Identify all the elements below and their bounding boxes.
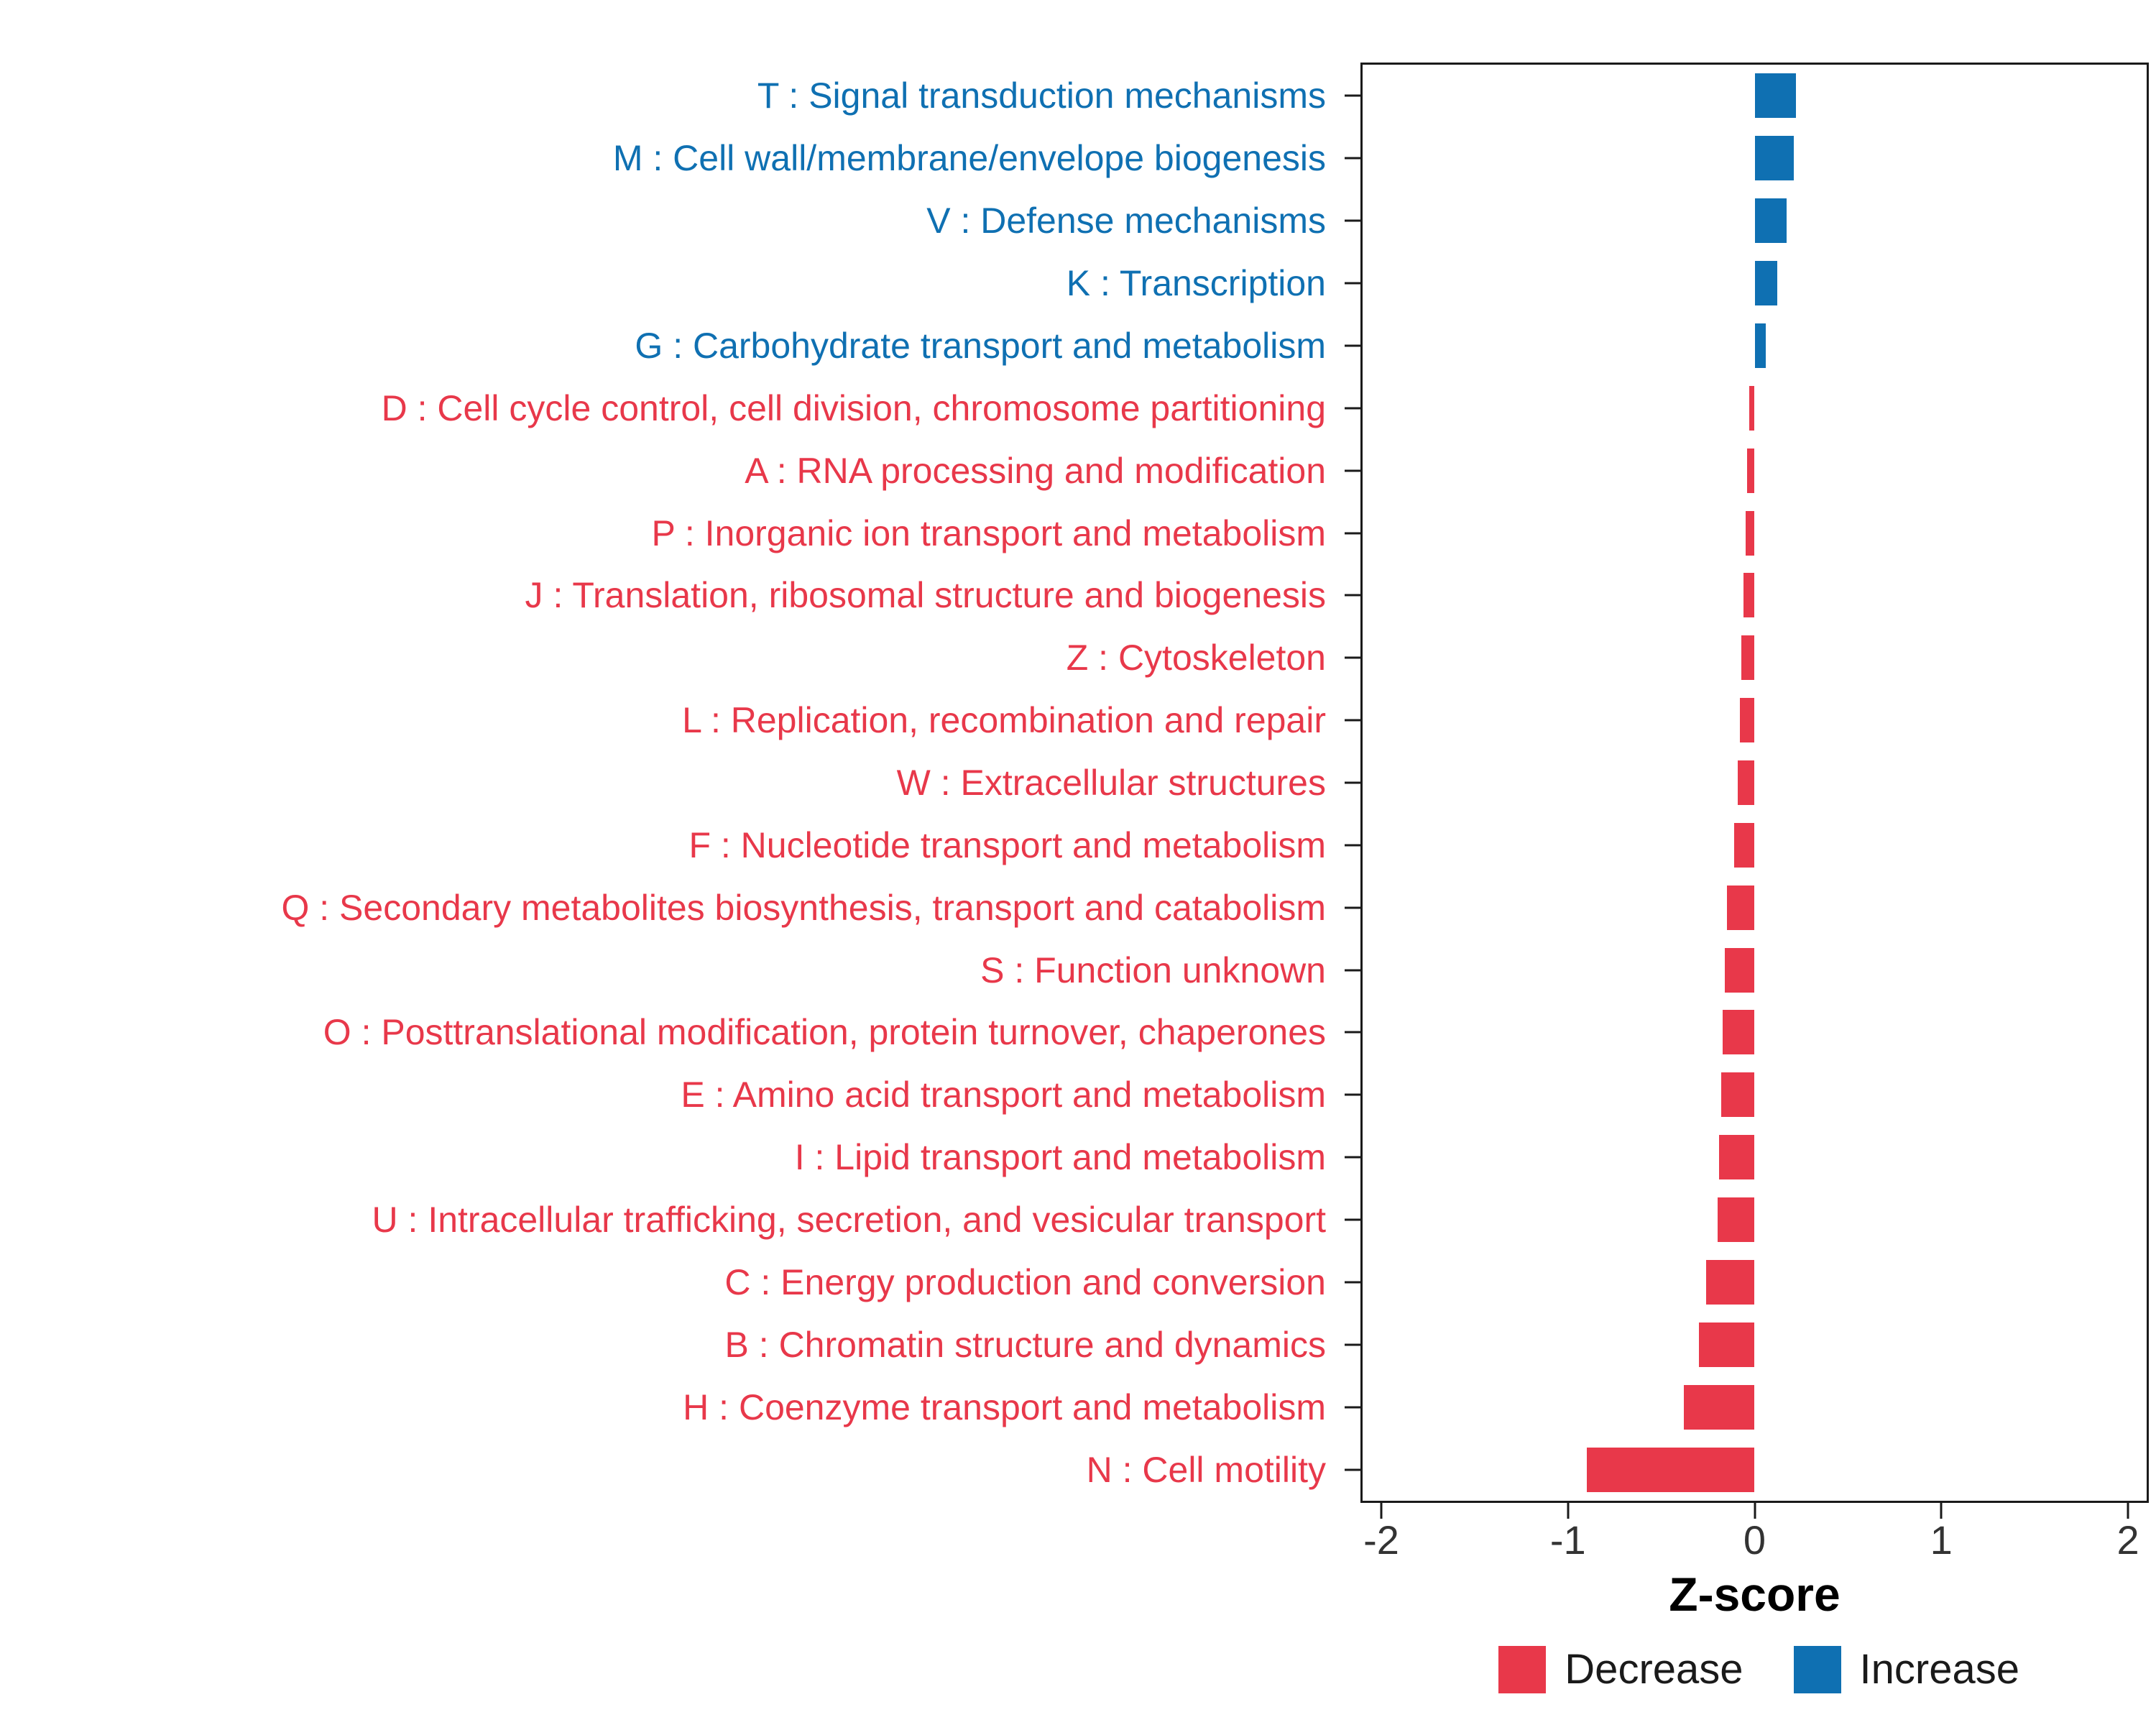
y-tick-mark: [1345, 1093, 1360, 1096]
bar-decrease: [1741, 635, 1755, 681]
y-tick-mark: [1345, 781, 1360, 784]
category-label: N : Cell motility: [1086, 1449, 1326, 1490]
category-label: Z : Cytoskeleton: [1066, 638, 1326, 678]
legend-label-increase: Increase: [1859, 1646, 2019, 1693]
bar-increase: [1754, 73, 1796, 119]
x-tick-label: 2: [2116, 1517, 2139, 1563]
y-tick-mark: [1345, 1406, 1360, 1409]
category-label: D : Cell cycle control, cell division, c…: [381, 387, 1326, 428]
y-axis-ticks: [1345, 65, 1360, 1501]
y-tick-mark: [1345, 594, 1360, 597]
category-label: M : Cell wall/membrane/envelope biogenes…: [612, 138, 1326, 179]
bar-increase: [1754, 136, 1795, 181]
bar-decrease: [1586, 1447, 1755, 1492]
category-label: U : Intracellular trafficking, secretion…: [372, 1200, 1326, 1241]
x-axis-ticks: [1363, 1503, 2147, 1519]
category-label: W : Extracellular structures: [896, 763, 1326, 803]
bar-decrease: [1739, 698, 1755, 743]
category-label: B : Chromatin structure and dynamics: [724, 1324, 1326, 1365]
bar-decrease: [1724, 947, 1755, 993]
y-tick-mark: [1345, 282, 1360, 285]
bar-decrease: [1745, 510, 1755, 556]
y-tick-mark: [1345, 969, 1360, 972]
y-tick-mark: [1345, 1156, 1360, 1159]
y-axis-labels: T : Signal transduction mechanisms M : Ce…: [0, 65, 1326, 1501]
category-label: O : Posttranslational modification, prot…: [323, 1012, 1326, 1053]
legend-swatch-increase: [1793, 1646, 1841, 1693]
y-tick-mark: [1345, 157, 1360, 160]
legend-item-decrease: Decrease: [1498, 1646, 1743, 1693]
y-tick-mark: [1345, 94, 1360, 97]
category-label: C : Energy production and conversion: [724, 1261, 1326, 1302]
bar-decrease: [1719, 1135, 1755, 1180]
y-tick-mark: [1345, 656, 1360, 659]
bar-increase: [1754, 261, 1777, 306]
category-label: H : Coenzyme transport and metabolism: [683, 1386, 1326, 1427]
bar-decrease: [1717, 1197, 1755, 1243]
bar-decrease: [1747, 448, 1755, 493]
legend-item-increase: Increase: [1793, 1646, 2019, 1693]
y-tick-mark: [1345, 407, 1360, 410]
category-label: E : Amino acid transport and metabolism: [681, 1075, 1326, 1116]
y-tick-mark: [1345, 906, 1360, 909]
x-tick-label: -2: [1363, 1517, 1399, 1563]
category-label: P : Inorganic ion transport and metaboli…: [651, 512, 1326, 553]
category-label: T : Signal transduction mechanisms: [757, 75, 1326, 116]
y-tick-mark: [1345, 1218, 1360, 1221]
bar-decrease: [1705, 1259, 1755, 1305]
y-tick-mark: [1345, 344, 1360, 347]
bar-decrease: [1720, 1072, 1755, 1118]
y-tick-mark: [1345, 1343, 1360, 1346]
x-tick-mark: [1380, 1503, 1383, 1519]
category-label: G : Carbohydrate transport and metabolis…: [635, 325, 1326, 366]
bar-decrease: [1738, 760, 1755, 805]
legend-swatch-decrease: [1498, 1646, 1547, 1693]
bar-decrease: [1723, 1010, 1755, 1055]
y-tick-mark: [1345, 219, 1360, 222]
bar-decrease: [1698, 1322, 1755, 1367]
y-tick-mark: [1345, 469, 1360, 472]
bar-decrease: [1683, 1384, 1755, 1430]
category-label: A : RNA processing and modification: [745, 450, 1326, 491]
x-tick-mark: [1567, 1503, 1570, 1519]
x-tick-label: 1: [1930, 1517, 1953, 1563]
bar-decrease: [1743, 573, 1755, 618]
bar-decrease: [1749, 385, 1755, 431]
bar-decrease: [1733, 822, 1755, 868]
plot-panel: [1360, 63, 2149, 1503]
legend: Decrease Increase: [1498, 1646, 2019, 1693]
bar-decrease: [1726, 885, 1755, 930]
x-tick-label: 0: [1743, 1517, 1766, 1563]
y-tick-mark: [1345, 1468, 1360, 1471]
category-label: K : Transcription: [1066, 263, 1326, 304]
bar-increase: [1754, 323, 1766, 368]
y-tick-mark: [1345, 1031, 1360, 1034]
y-tick-mark: [1345, 532, 1360, 535]
y-tick-mark: [1345, 719, 1360, 722]
x-axis-title: Z-score: [1669, 1568, 1841, 1621]
category-label: F : Nucleotide transport and metabolism: [688, 824, 1326, 865]
y-tick-mark: [1345, 844, 1360, 847]
bar-increase: [1754, 198, 1787, 244]
category-label: L : Replication, recombination and repai…: [682, 700, 1326, 741]
category-label: Q : Secondary metabolites biosynthesis, …: [281, 887, 1326, 928]
x-tick-label: -1: [1549, 1517, 1586, 1563]
x-tick-mark: [1754, 1503, 1756, 1519]
y-tick-mark: [1345, 1281, 1360, 1284]
x-tick-mark: [2127, 1503, 2129, 1519]
category-label: I : Lipid transport and metabolism: [794, 1137, 1326, 1178]
x-axis-tick-labels: -2 -1 0 1 2: [1363, 1518, 2147, 1564]
category-label: V : Defense mechanisms: [926, 201, 1326, 242]
x-tick-mark: [1940, 1503, 1943, 1519]
category-label: J : Translation, ribosomal structure and…: [525, 575, 1326, 616]
legend-label-decrease: Decrease: [1565, 1646, 1743, 1693]
category-label: S : Function unknown: [980, 949, 1326, 990]
